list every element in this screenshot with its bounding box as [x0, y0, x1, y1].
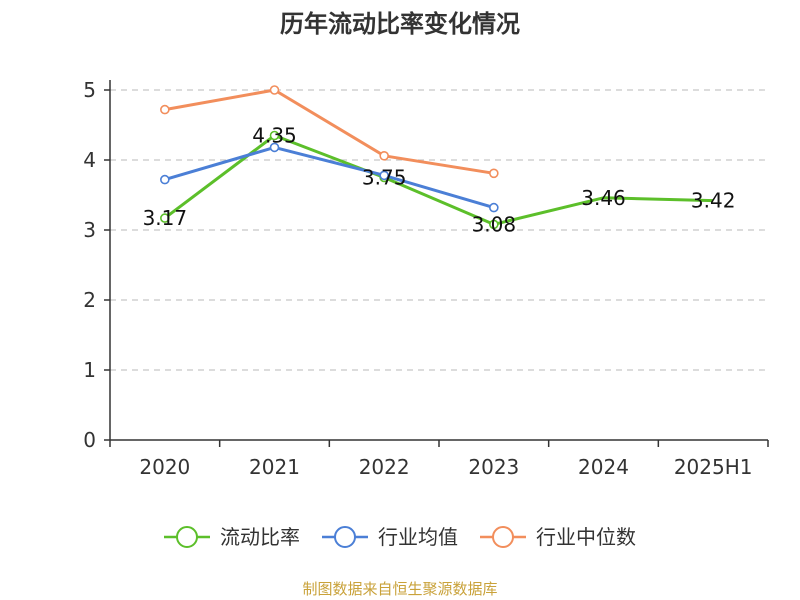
- data-point: [489, 219, 499, 230]
- data-point: [379, 151, 389, 161]
- legend-marker: [492, 526, 514, 548]
- data-point: [269, 85, 280, 95]
- data-label: 4.35: [252, 124, 297, 148]
- series-line-2: [164, 88, 495, 175]
- y-tick-label: 5: [83, 78, 96, 102]
- legend: 流动比率 行业均值 行业中位数: [164, 525, 636, 549]
- x-tick-label: 2023: [468, 455, 519, 479]
- data-label: 3.42: [691, 189, 736, 213]
- legend-label: 流动比率: [220, 525, 300, 549]
- data-labels: 3.17 4.35 3.75 3.08 3.46 3.42: [143, 124, 736, 237]
- x-tick-label: 2025H1: [674, 455, 753, 479]
- data-label: 3.75: [362, 166, 407, 190]
- data-point: [160, 213, 170, 223]
- grid-lines: [110, 89, 768, 371]
- axes: 0 1 2 3 4 5 2020 2021 2022 2023 2024 2025H1: [83, 78, 769, 479]
- series-lines: [160, 85, 714, 230]
- y-tick-label: 0: [83, 428, 96, 452]
- legend-item: 行业均值: [322, 525, 458, 549]
- data-point: [489, 202, 499, 213]
- x-tick-label: 2021: [249, 455, 300, 479]
- chart-title: 历年流动比率变化情况: [280, 10, 520, 38]
- legend-marker: [334, 526, 356, 548]
- series-line-1: [164, 145, 495, 210]
- data-point: [269, 130, 280, 141]
- data-point: [160, 174, 170, 185]
- legend-label: 行业中位数: [536, 525, 636, 549]
- data-point: [160, 104, 170, 115]
- data-point: [269, 142, 280, 153]
- data-label: 3.17: [143, 206, 188, 230]
- legend-label: 行业均值: [378, 525, 458, 549]
- x-tick-label: 2024: [578, 455, 629, 479]
- y-tick-label: 3: [83, 218, 96, 242]
- y-tick-label: 2: [83, 288, 96, 312]
- legend-item: 行业中位数: [480, 525, 636, 549]
- series-line-0: [163, 134, 714, 226]
- data-point: [379, 170, 389, 181]
- x-tick-label: 2020: [139, 455, 190, 479]
- x-tick-label: 2022: [359, 455, 410, 479]
- y-tick-label: 1: [83, 358, 96, 382]
- data-label: 3.46: [581, 186, 626, 210]
- y-tick-label: 4: [83, 148, 96, 172]
- legend-marker: [176, 526, 198, 548]
- source-note: 制图数据来自恒生聚源数据库: [302, 580, 498, 598]
- legend-item: 流动比率: [164, 525, 300, 549]
- data-point: [489, 168, 499, 179]
- data-label: 3.08: [472, 212, 517, 236]
